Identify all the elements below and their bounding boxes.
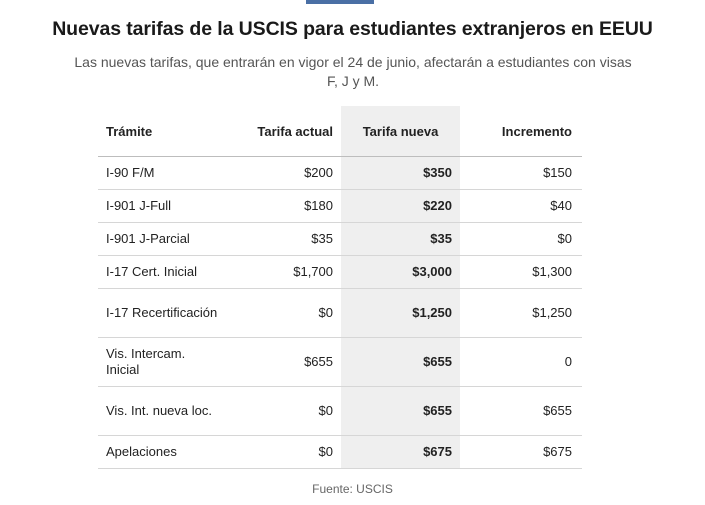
cell-tramite: Apelaciones: [98, 435, 230, 469]
cell-incremento: 0: [460, 337, 582, 387]
cell-tarifa-actual: $0: [230, 435, 341, 469]
table-row: Vis. Intercam. Inicial $655 $655 0: [98, 337, 582, 387]
cell-incremento: $1,250: [460, 288, 582, 338]
accent-bar: [306, 0, 374, 4]
cell-tarifa-actual: $35: [230, 222, 341, 256]
header-tarifa-actual: Tarifa actual: [230, 106, 341, 157]
table-row: I-17 Cert. Inicial $1,700 $3,000 $1,300: [98, 255, 582, 289]
table-row: I-901 J-Parcial $35 $35 $0: [98, 222, 582, 256]
cell-tramite: I-17 Cert. Inicial: [98, 255, 230, 289]
fees-table: Trámite Tarifa actual Tarifa nueva Incre…: [98, 106, 582, 469]
chart-title: Nuevas tarifas de la USCIS para estudian…: [52, 18, 653, 40]
fees-table-container: Trámite Tarifa actual Tarifa nueva Incre…: [98, 106, 582, 469]
cell-tarifa-nueva: $3,000: [341, 255, 460, 289]
cell-tarifa-actual: $0: [230, 288, 341, 338]
chart-subtitle: Las nuevas tarifas, que entrarán en vigo…: [74, 54, 632, 89]
cell-tramite: I-901 J-Parcial: [98, 222, 230, 256]
cell-tramite: Vis. Intercam. Inicial: [98, 337, 230, 387]
table-header-row: Trámite Tarifa actual Tarifa nueva Incre…: [98, 106, 582, 157]
cell-tarifa-nueva: $220: [341, 189, 460, 223]
cell-tarifa-nueva: $655: [341, 386, 460, 436]
cell-tarifa-nueva: $350: [341, 156, 460, 190]
cell-tarifa-actual: $0: [230, 386, 341, 436]
header-incremento: Incremento: [460, 106, 582, 157]
table-row: Apelaciones $0 $675 $675: [98, 435, 582, 469]
cell-tarifa-nueva: $1,250: [341, 288, 460, 338]
table-row: I-90 F/M $200 $350 $150: [98, 156, 582, 190]
cell-incremento: $0: [460, 222, 582, 256]
cell-tarifa-actual: $180: [230, 189, 341, 223]
cell-incremento: $655: [460, 386, 582, 436]
cell-tramite: Vis. Int. nueva loc.: [98, 386, 230, 436]
source-note: Fuente: USCIS: [312, 482, 393, 496]
cell-tarifa-actual: $200: [230, 156, 341, 190]
header-tarifa-nueva: Tarifa nueva: [341, 106, 460, 157]
cell-incremento: $40: [460, 189, 582, 223]
cell-tarifa-actual: $1,700: [230, 255, 341, 289]
table-row: Vis. Int. nueva loc. $0 $655 $655: [98, 386, 582, 436]
cell-incremento: $1,300: [460, 255, 582, 289]
cell-tramite: I-90 F/M: [98, 156, 230, 190]
cell-tarifa-nueva: $675: [341, 435, 460, 469]
table-row: I-17 Recertificación $0 $1,250 $1,250: [98, 288, 582, 338]
header-tramite: Trámite: [98, 106, 230, 157]
cell-tarifa-nueva: $35: [341, 222, 460, 256]
cell-incremento: $675: [460, 435, 582, 469]
cell-tramite: I-17 Recertificación: [98, 288, 230, 338]
cell-tarifa-nueva: $655: [341, 337, 460, 387]
cell-tramite: I-901 J-Full: [98, 189, 230, 223]
cell-incremento: $150: [460, 156, 582, 190]
cell-tarifa-actual: $655: [230, 337, 341, 387]
table-row: I-901 J-Full $180 $220 $40: [98, 189, 582, 223]
